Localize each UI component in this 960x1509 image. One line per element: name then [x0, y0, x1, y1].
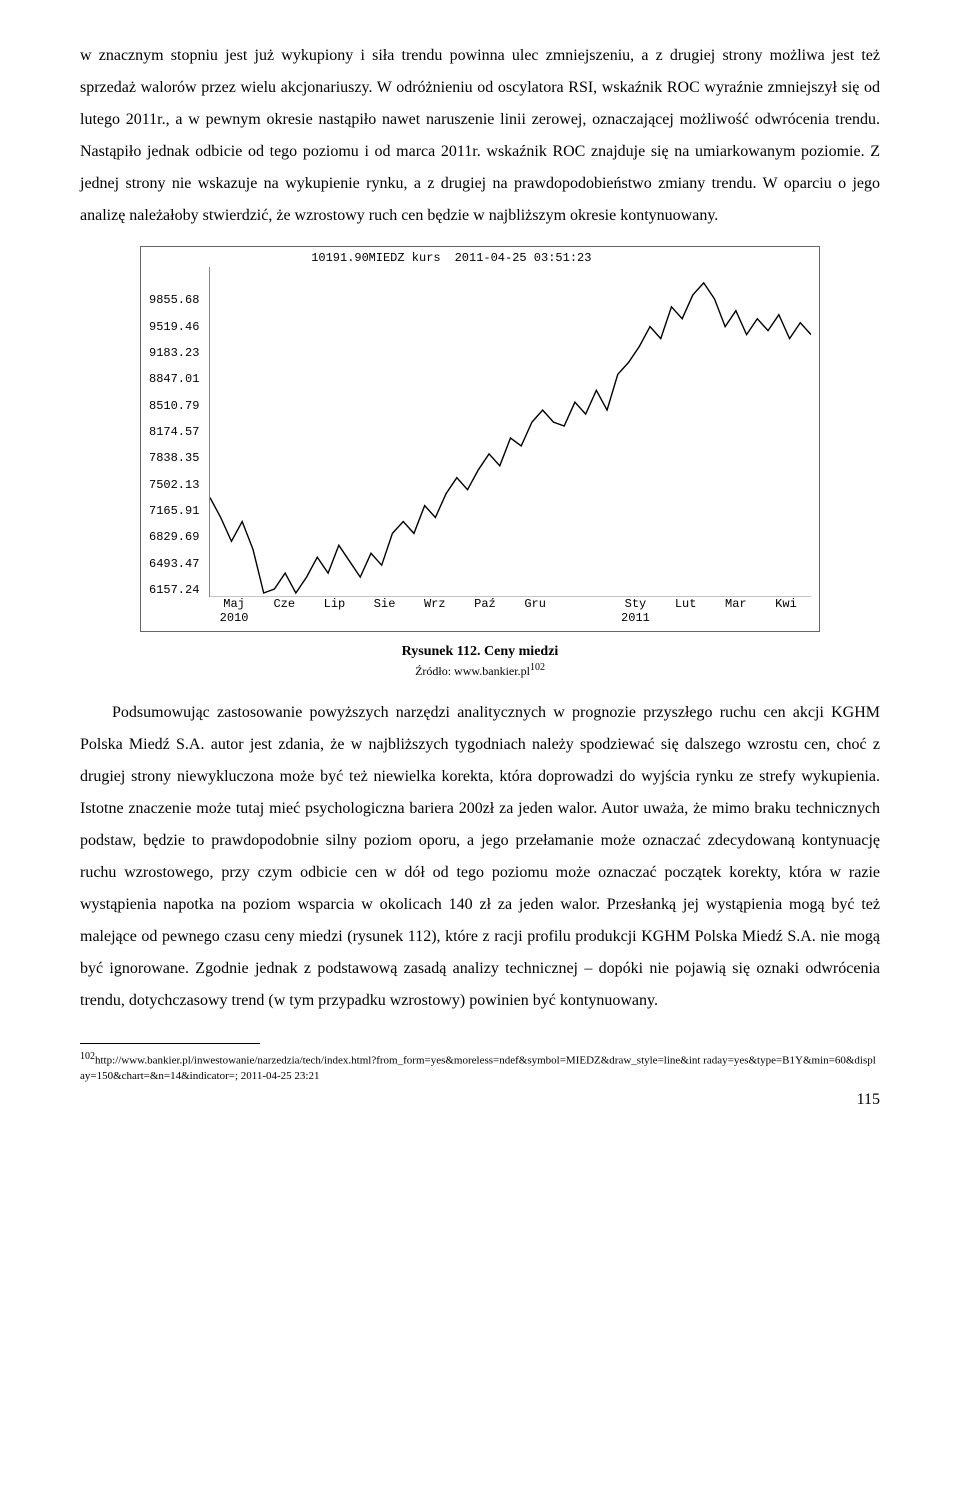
x-tick: Sie [360, 597, 410, 611]
footnote-number: 102 [80, 1051, 95, 1062]
x-tick: Wrz [410, 597, 460, 611]
paragraph-2: Podsumowując zastosowanie powyższych nar… [80, 697, 880, 1017]
y-tick: 7502.13 [149, 478, 205, 492]
figure-caption: Rysunek 112. Ceny miedzi [80, 644, 880, 660]
x-tick: Kwi [761, 597, 811, 611]
footnote-separator [80, 1043, 260, 1044]
x-year [259, 611, 309, 625]
source-label: Źródło: www.bankier.pl [415, 664, 530, 678]
plot-area [209, 267, 811, 597]
page: w znacznym stopniu jest już wykupiony i … [0, 0, 960, 1139]
x-year [661, 611, 711, 625]
x-axis-years: 2010 2011 [209, 611, 811, 625]
y-tick: 7838.35 [149, 451, 205, 465]
y-tick: 6157.24 [149, 583, 205, 597]
x-year: 2010 [209, 611, 259, 625]
y-tick: 7165.91 [149, 504, 205, 518]
chart-first-ytick: 10191.90 [311, 251, 369, 265]
chart-body: . 9855.68 9519.46 9183.23 8847.01 8510.7… [149, 267, 811, 597]
x-tick: Gru [510, 597, 560, 611]
x-year [560, 611, 610, 625]
footnote-text: http://www.bankier.pl/inwestowanie/narze… [80, 1055, 876, 1082]
y-tick: 8510.79 [149, 399, 205, 413]
x-tick: Paź [460, 597, 510, 611]
x-tick: Maj [209, 597, 259, 611]
x-year [360, 611, 410, 625]
paragraph-1: w znacznym stopniu jest już wykupiony i … [80, 40, 880, 232]
x-tick: Lip [309, 597, 359, 611]
y-axis: . 9855.68 9519.46 9183.23 8847.01 8510.7… [149, 267, 209, 597]
figure-source: Źródło: www.bankier.pl102 [80, 662, 880, 679]
y-tick: 9519.46 [149, 320, 205, 334]
page-number: 115 [80, 1091, 880, 1109]
y-tick: 6493.47 [149, 557, 205, 571]
x-axis-months: Maj Cze Lip Sie Wrz Paź Gru Sty Lut Mar … [209, 597, 811, 611]
chart-timestamp: 2011-04-25 03:51:23 [455, 251, 592, 265]
x-tick: Lut [661, 597, 711, 611]
footnote: 102http://www.bankier.pl/inwestowanie/na… [80, 1050, 880, 1083]
chart-svg [210, 267, 811, 597]
x-year [460, 611, 510, 625]
y-tick: 6829.69 [149, 530, 205, 544]
y-tick: 9855.68 [149, 293, 205, 307]
x-year [761, 611, 811, 625]
x-tick [560, 597, 610, 611]
x-tick: Sty [610, 597, 660, 611]
x-year [711, 611, 761, 625]
x-year: 2011 [610, 611, 660, 625]
price-chart: 10191.90 MIEDZ kurs 2011-04-25 03:51:23 … [140, 246, 820, 632]
x-tick: Cze [259, 597, 309, 611]
chart-symbol: MIEDZ kurs [369, 251, 441, 265]
x-year [410, 611, 460, 625]
chart-title: 10191.90 MIEDZ kurs 2011-04-25 03:51:23 [149, 251, 811, 265]
x-year [309, 611, 359, 625]
y-tick: 9183.23 [149, 346, 205, 360]
x-tick: Mar [711, 597, 761, 611]
y-tick: 8174.57 [149, 425, 205, 439]
y-tick: 8847.01 [149, 372, 205, 386]
x-year [510, 611, 560, 625]
source-sup: 102 [530, 662, 545, 673]
